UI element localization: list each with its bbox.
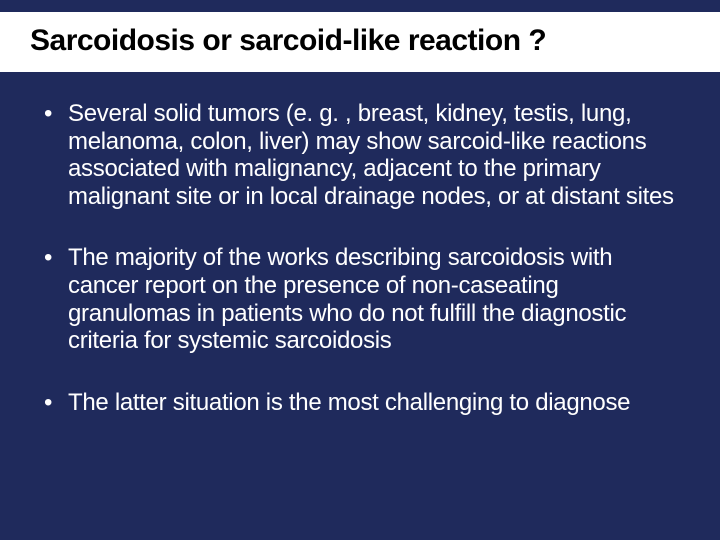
bullet-list: Several solid tumors (e. g. , breast, ki… [40,100,680,416]
slide-content: Several solid tumors (e. g. , breast, ki… [0,72,720,416]
slide-title: Sarcoidosis or sarcoid-like reaction ? [30,24,690,58]
list-item: The majority of the works describing sar… [40,244,680,354]
list-item: The latter situation is the most challen… [40,389,680,417]
list-item: Several solid tumors (e. g. , breast, ki… [40,100,680,210]
title-bar: Sarcoidosis or sarcoid-like reaction ? [0,12,720,72]
